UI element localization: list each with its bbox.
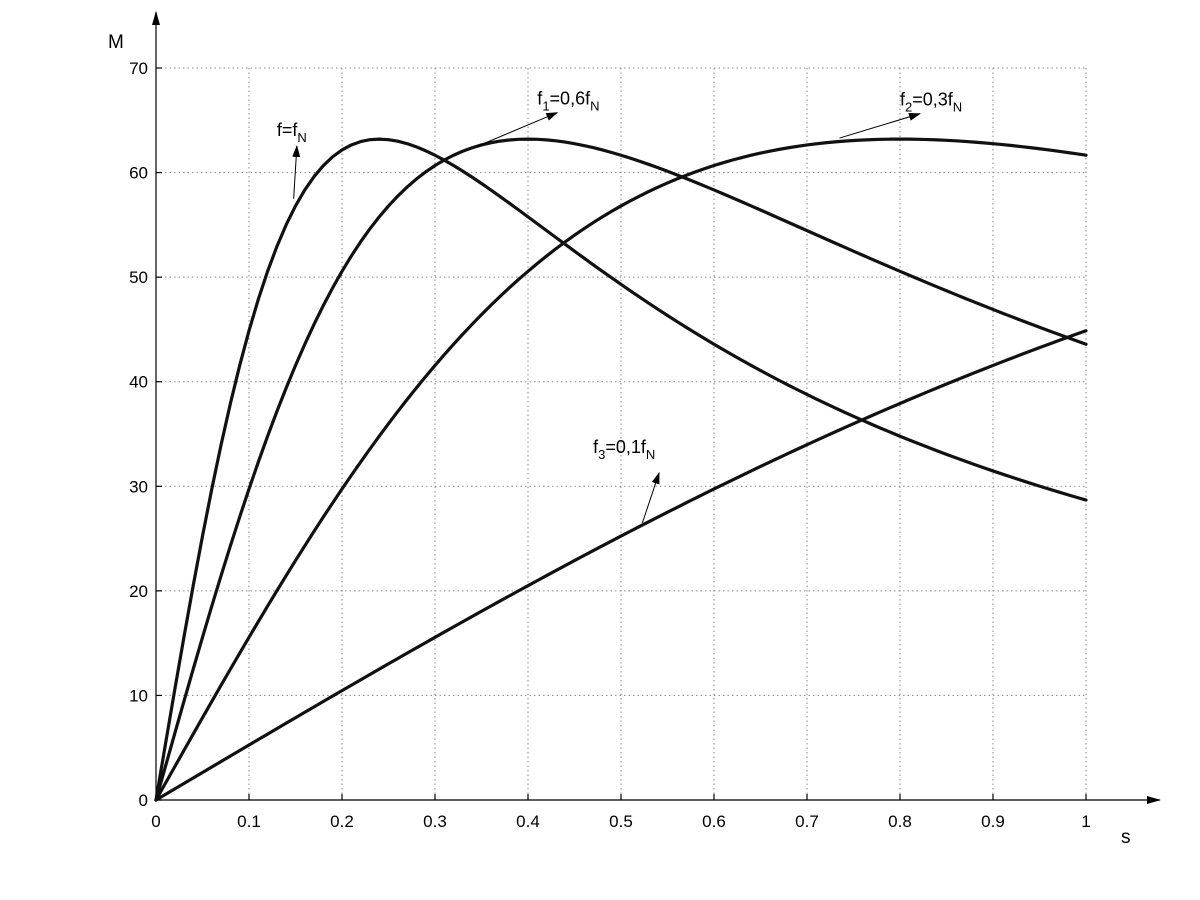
- x-tick-label: 0.2: [330, 812, 354, 831]
- series-line-2: [154, 137, 1088, 802]
- series-label-4: f3=0,1fN: [593, 437, 655, 462]
- series-line-3: [154, 137, 1088, 802]
- y-tick-label: 70: [129, 59, 148, 78]
- y-tick-label: 0: [139, 791, 148, 810]
- x-tick-label: 0.5: [609, 812, 633, 831]
- series-group: [154, 137, 1088, 802]
- annotation-arrow-2: [476, 112, 559, 147]
- x-tick-label: 0.7: [795, 812, 819, 831]
- annotation-arrow-3: [839, 113, 921, 139]
- y-tick-label: 60: [129, 164, 148, 183]
- annotation-arrow-1: [292, 144, 301, 199]
- y-tick-label: 20: [129, 582, 148, 601]
- series-label-2: f1=0,6fN: [537, 89, 599, 114]
- x-tick-label: 0.3: [423, 812, 447, 831]
- series-line-1: [154, 137, 1088, 802]
- x-tick-label: 0: [151, 812, 160, 831]
- annotation-arrow-4: [641, 471, 660, 524]
- y-axis-label: M: [108, 32, 124, 53]
- x-tick-label: 1: [1081, 812, 1090, 831]
- y-tick-label: 40: [129, 373, 148, 392]
- series-label-1: f=fN: [277, 120, 307, 145]
- y-tick-label: 50: [129, 268, 148, 287]
- series-label-3: f2=0,3fN: [900, 90, 962, 115]
- x-axis-label: s: [1121, 827, 1131, 848]
- annotations: f=fN f1=0,6fN f2=0,3fN f3=0,1fN: [277, 89, 962, 524]
- y-tick-label: 10: [129, 686, 148, 705]
- grid: [156, 67, 1087, 800]
- x-tick-label: 0.1: [237, 812, 261, 831]
- x-tick-label: 0.9: [981, 812, 1005, 831]
- series-line-4: [154, 329, 1088, 802]
- tick-labels: 0 0.1 0.2 0.3 0.4 0.5 0.6 0.7 0.8 0.9 101020304050…: [129, 59, 1091, 831]
- x-tick-label: 0.4: [516, 812, 540, 831]
- x-tick-label: 0.8: [888, 812, 912, 831]
- x-tick-label: 0.6: [702, 812, 726, 831]
- y-tick-label: 30: [129, 477, 148, 496]
